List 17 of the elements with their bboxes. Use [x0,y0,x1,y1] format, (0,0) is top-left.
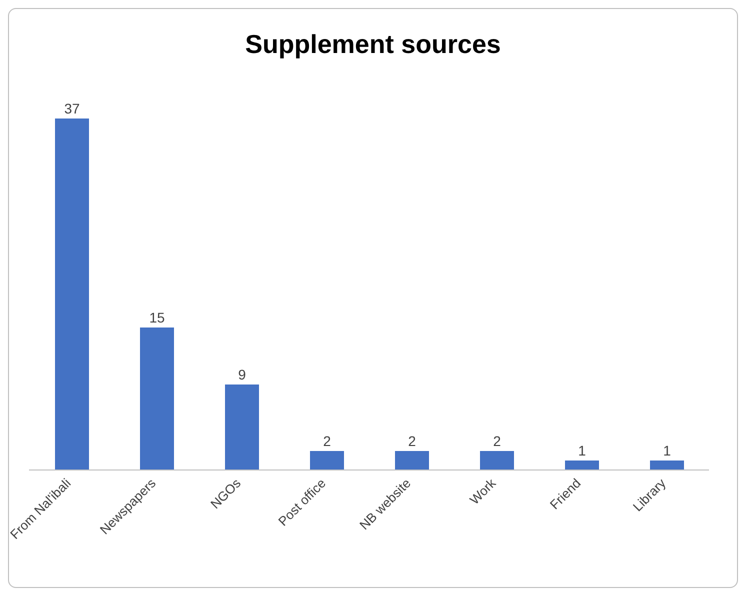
data-label: 2 [323,433,332,449]
data-label: 2 [408,433,416,449]
bar [55,118,89,470]
bar [225,384,259,470]
bar [395,451,429,470]
data-label: 15 [149,310,165,326]
bar [310,451,344,470]
data-label: 1 [578,442,586,458]
bar [565,460,599,470]
bar [140,328,174,470]
bar [650,460,684,470]
bar [480,451,514,470]
data-label: 37 [64,100,80,116]
data-label: 9 [238,366,246,382]
data-label: 1 [663,442,672,458]
data-label: 2 [493,433,502,449]
chart-title: Supplement sources [244,28,502,60]
